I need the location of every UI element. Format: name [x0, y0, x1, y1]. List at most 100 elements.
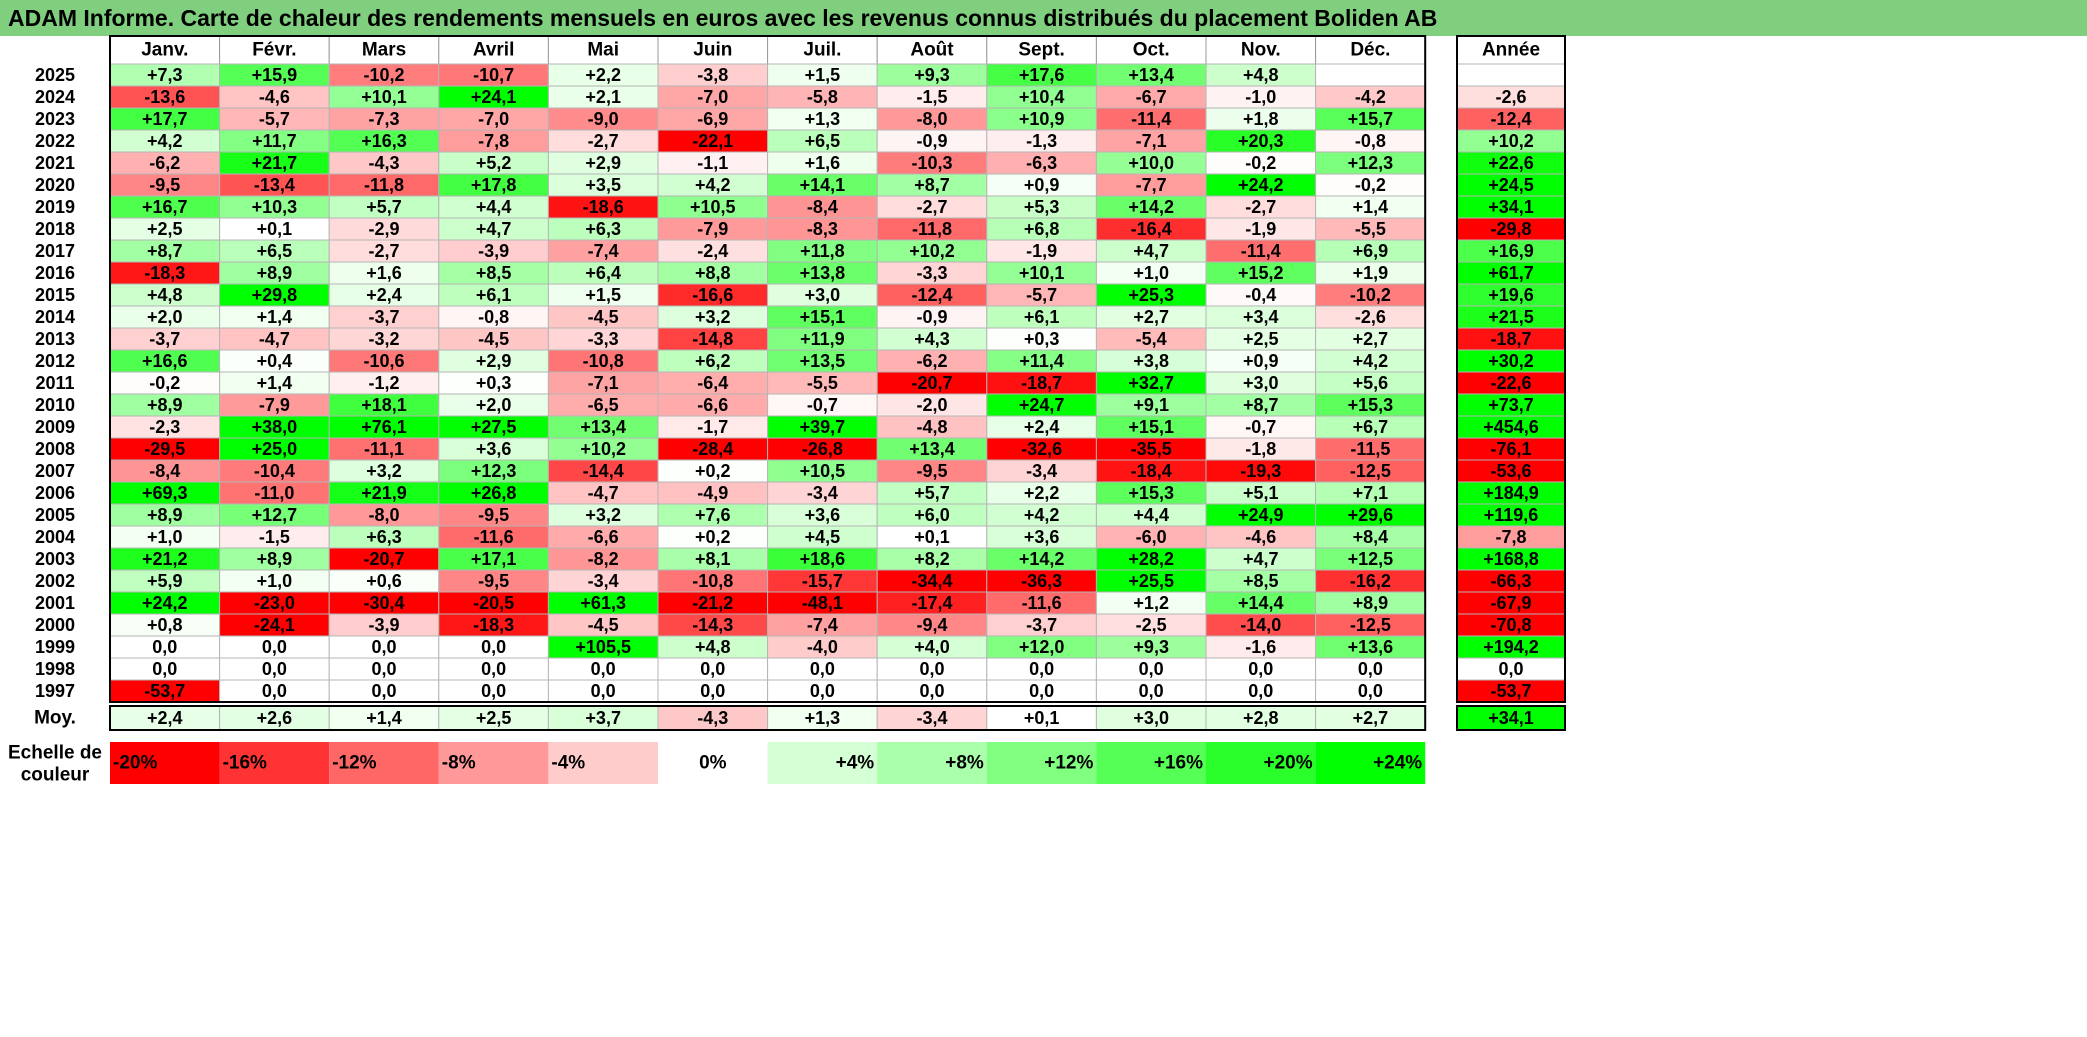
month-header-cell: [547, 35, 659, 65]
cell-value: +6,4: [585, 263, 621, 283]
cell-value: +10,4: [1019, 87, 1065, 107]
cell-value: -35,5: [1131, 439, 1172, 459]
cell-value: +4,2: [1024, 505, 1060, 525]
scale-label: Echelle de: [8, 743, 102, 764]
month-header-cell: [767, 35, 878, 65]
year-label: 2015: [35, 285, 75, 305]
cell-value: +8,1: [695, 549, 731, 569]
cell-value: +26,8: [471, 483, 517, 503]
cell-value: -5,7: [1026, 285, 1057, 305]
cell-value: +8,9: [147, 395, 183, 415]
cell-value: -4,3: [368, 153, 399, 173]
cell-value: +13,4: [909, 439, 955, 459]
cell-value: -0,8: [1355, 131, 1386, 151]
cell-value: +6,5: [805, 131, 841, 151]
cell-value: -14,4: [583, 461, 624, 481]
cell-value: -13,4: [254, 175, 295, 195]
cell-value: -53,7: [144, 681, 185, 701]
month-header: Sept.: [1018, 40, 1064, 61]
cell-value: +1,6: [805, 153, 841, 173]
cell-value: +0,6: [366, 571, 402, 591]
cell-value: +3,6: [476, 439, 512, 459]
cell-value: -11,5: [1350, 439, 1390, 459]
scale-swatch: [986, 742, 1097, 784]
cell-value: -2,7: [1245, 197, 1276, 217]
scale-swatch: [1096, 742, 1206, 784]
cell-value: -11,4: [1241, 241, 1281, 261]
cell-value: -13,6: [144, 87, 185, 107]
cell-value: -4,5: [478, 329, 509, 349]
cell-value: +10,2: [909, 241, 955, 261]
cell-value: +6,2: [695, 351, 731, 371]
scale-stop-label: +16%: [1154, 753, 1203, 774]
annual-value: -2,6: [1495, 87, 1526, 107]
cell-value: -0,2: [149, 373, 180, 393]
cell-value: -18,7: [1021, 373, 1062, 393]
year-label: 2013: [35, 329, 75, 349]
annual-value: -7,8: [1495, 527, 1526, 547]
year-label: 2007: [35, 461, 75, 481]
annual-value: -53,6: [1490, 461, 1531, 481]
cell-value: -14,3: [692, 615, 733, 635]
cell-value: -18,6: [583, 197, 624, 217]
cell-value: 0,0: [919, 681, 944, 701]
scale-stop-label: 0%: [699, 753, 727, 774]
cell-value: -32,6: [1021, 439, 1062, 459]
cell-value: -2,4: [697, 241, 728, 261]
cell-value: -4,9: [697, 483, 728, 503]
cell-value: -3,8: [697, 65, 728, 85]
cell-value: +18,6: [800, 549, 846, 569]
cell-value: -6,7: [1136, 87, 1167, 107]
year-label: 2008: [35, 439, 75, 459]
cell-value: -4,6: [259, 87, 290, 107]
cell-value: +18,1: [361, 395, 407, 415]
cell-value: +0,9: [1243, 351, 1279, 371]
cell-value: +4,7: [1243, 549, 1279, 569]
cell-value: +0,3: [1024, 329, 1060, 349]
cell-value: +10,0: [1128, 153, 1174, 173]
cell-value: +8,8: [695, 263, 731, 283]
cell-value: +29,8: [252, 285, 298, 305]
cell-value: +4,7: [1133, 241, 1169, 261]
annual-value: -67,9: [1490, 593, 1531, 613]
cell-value: +15,7: [1348, 109, 1394, 129]
cell-value: +2,5: [1243, 329, 1279, 349]
year-label: 1998: [35, 659, 75, 679]
cell-value: -1,5: [916, 87, 947, 107]
cell-value: -2,0: [916, 395, 947, 415]
cell-value: +11,8: [800, 241, 845, 261]
cell-value: -8,0: [916, 109, 947, 129]
annual-value: +16,9: [1488, 241, 1534, 261]
cell-value: +3,6: [1024, 527, 1060, 547]
scale-stop-label: +24%: [1373, 753, 1422, 774]
annual-value: +119,6: [1484, 505, 1539, 525]
cell-value: +16,6: [142, 351, 188, 371]
annual-header: Année: [1482, 40, 1540, 61]
cell-value: -17,4: [911, 593, 952, 613]
cell-value: -34,4: [911, 571, 952, 591]
cell-value: +4,0: [914, 637, 950, 657]
scale-swatch: [767, 742, 878, 784]
cell-value: +69,3: [142, 483, 188, 503]
cell-value: -29,5: [144, 439, 185, 459]
cell-value: +61,3: [580, 593, 626, 613]
cell-value: -11,6: [1022, 593, 1062, 613]
month-header: Juin: [693, 40, 732, 61]
cell-value: +76,1: [361, 417, 407, 437]
cell-value: +4,5: [805, 527, 841, 547]
annual-value: -22,6: [1490, 373, 1531, 393]
cell-value: -14,8: [692, 329, 733, 349]
cell-value: 0,0: [591, 681, 616, 701]
year-label: 2017: [35, 241, 75, 261]
cell-value: +5,7: [914, 483, 950, 503]
cell-value: -8,4: [807, 197, 838, 217]
cell-value: +8,7: [1243, 395, 1279, 415]
cell-value: -0,2: [1355, 175, 1386, 195]
month-grid-frame: [109, 35, 1427, 703]
cell-value: +5,9: [147, 571, 183, 591]
cell-value: +6,1: [476, 285, 512, 305]
cell-value: +9,3: [1133, 637, 1169, 657]
average-cell: [1205, 705, 1317, 731]
annual-value: -66,3: [1490, 571, 1531, 591]
cell-value: -3,9: [478, 241, 509, 261]
